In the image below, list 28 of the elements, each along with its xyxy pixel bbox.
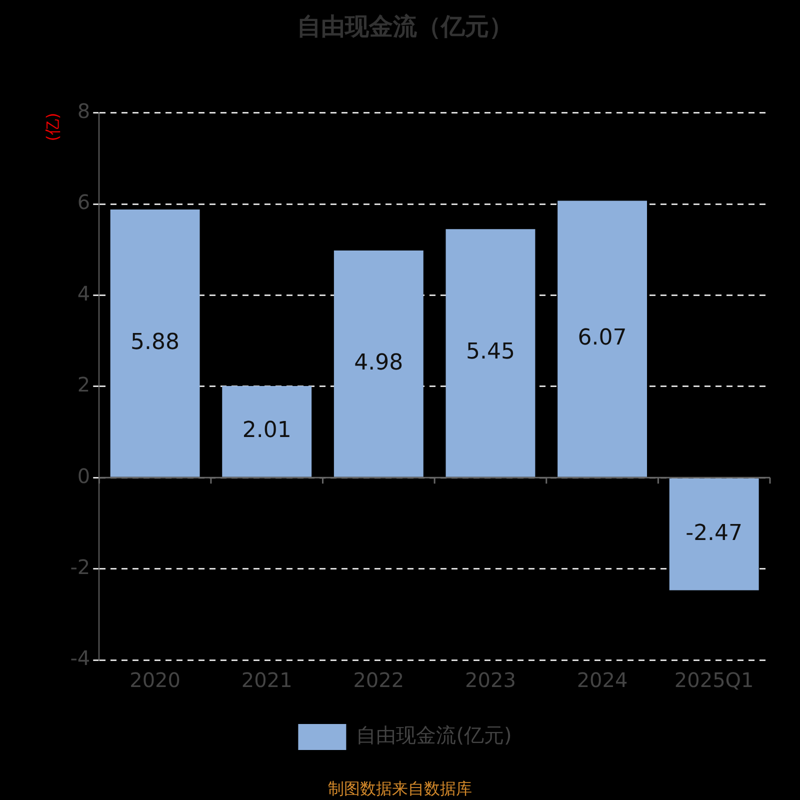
x-tick-label: 2023: [465, 668, 516, 692]
data-label: -2.47: [686, 521, 743, 546]
y-tick-label: 4: [77, 281, 90, 306]
y-axis-title: (亿): [42, 112, 62, 142]
data-label: 6.07: [578, 326, 627, 351]
x-tick-label: 2021: [241, 668, 292, 692]
x-tick-label: 2022: [353, 668, 404, 692]
x-tick-label: 2024: [576, 668, 628, 692]
y-tick-label: 8: [77, 99, 90, 124]
bar: [558, 200, 648, 477]
bar: [110, 209, 200, 477]
data-label: 5.45: [466, 340, 515, 365]
x-tick-label: 2020: [130, 668, 180, 692]
y-tick-label: 6: [77, 190, 90, 214]
bar: [222, 386, 312, 477]
data-label: 4.98: [354, 350, 404, 376]
bar: [669, 478, 759, 590]
data-label: 2.01: [242, 418, 292, 444]
y-tick-label: -2: [70, 555, 90, 580]
text: 制图数据来自数据库: [328, 779, 472, 798]
x-tick-label: 2025Q1: [674, 668, 754, 692]
bar: [334, 250, 424, 477]
y-tick-label: 2: [77, 372, 90, 397]
bar: [446, 229, 536, 477]
data-label: 5.88: [130, 330, 180, 355]
legend-label: 自由现金流(亿元): [356, 723, 512, 748]
y-tick-label: -4: [70, 646, 90, 670]
y-tick-label: 0: [77, 464, 90, 488]
